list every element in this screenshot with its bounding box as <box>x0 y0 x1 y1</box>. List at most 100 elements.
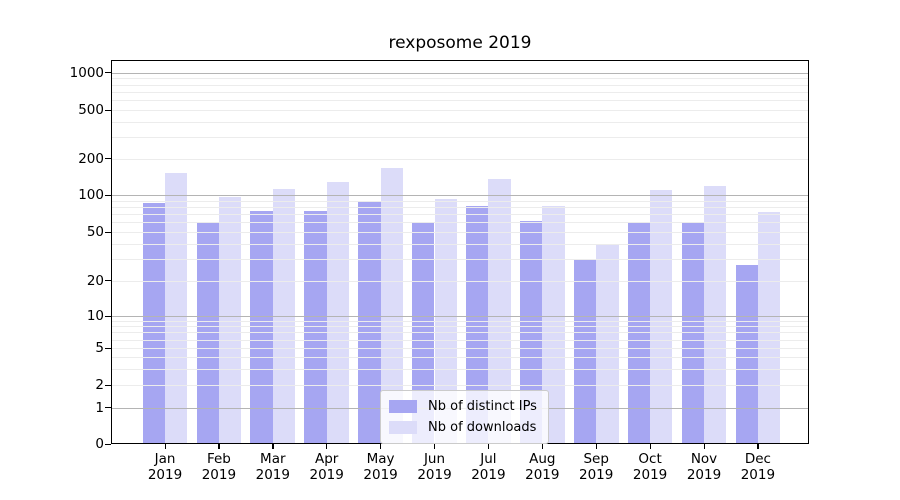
gridline-minor <box>112 78 808 80</box>
x-tick-mark <box>434 444 436 449</box>
x-tick-label: Jun 2019 <box>403 451 467 483</box>
y-tick-mark <box>105 347 111 349</box>
gridline-minor <box>112 232 808 233</box>
gridline-minor <box>112 259 808 261</box>
gridline-minor <box>112 348 808 349</box>
x-tick-month: Feb <box>206 451 231 467</box>
y-tick-label: 100 <box>78 187 104 204</box>
x-tick-label: Apr 2019 <box>295 451 359 483</box>
y-tick-label: 5 <box>95 340 104 356</box>
x-tick-mark <box>541 444 544 449</box>
legend-label-distinct-ips: Nb of distinct IPs <box>428 398 537 414</box>
x-tick-month: May <box>366 451 395 467</box>
x-tick-year: 2019 <box>309 466 344 483</box>
y-tick-mark <box>105 315 111 317</box>
x-tick-label: Mar 2019 <box>241 451 305 483</box>
bar-aug-downloads <box>542 205 565 444</box>
y-tick-label: 2 <box>95 377 104 393</box>
x-tick-mark <box>218 444 220 449</box>
x-tick-year: 2019 <box>740 466 776 483</box>
bar-may-distinct-ips <box>358 200 381 444</box>
gridline-minor <box>112 243 808 245</box>
gridline-minor <box>112 357 808 358</box>
gridline-minor <box>112 214 808 216</box>
x-tick-month: Dec <box>744 451 771 467</box>
x-tick-year: 2019 <box>255 466 290 483</box>
gridline-minor <box>112 339 808 341</box>
x-tick-month: Jun <box>423 451 446 467</box>
y-tick-mark <box>105 443 111 445</box>
y-tick-mark <box>105 194 111 197</box>
gridline-minor <box>112 207 808 209</box>
x-tick-month: Aug <box>529 451 556 467</box>
y-tick-mark <box>105 109 111 111</box>
x-tick-mark <box>272 444 274 449</box>
gridline-minor <box>112 280 808 282</box>
y-tick-label: 200 <box>78 150 104 167</box>
y-tick-label: 1 <box>95 399 104 416</box>
bar-feb-downloads <box>218 197 242 444</box>
x-tick-mark <box>595 444 597 449</box>
bar-nov-downloads <box>704 185 727 444</box>
y-tick-label: 20 <box>86 272 104 289</box>
bar-may-downloads <box>380 167 403 444</box>
gridline-minor <box>112 158 808 160</box>
gridline-minor <box>112 332 808 334</box>
x-tick-year: 2019 <box>686 466 722 483</box>
x-tick-month: Oct <box>638 451 662 467</box>
x-tick-year: 2019 <box>579 466 614 483</box>
gridline-minor <box>112 100 808 102</box>
x-tick-label: Aug 2019 <box>510 451 574 483</box>
gridline-major <box>112 72 808 74</box>
x-tick-mark <box>164 444 166 449</box>
x-tick-year: 2019 <box>632 466 668 483</box>
x-tick-label: May 2019 <box>349 451 413 483</box>
y-tick-label: 500 <box>78 102 104 118</box>
x-tick-mark <box>326 444 328 449</box>
x-tick-label: Oct 2019 <box>618 451 682 483</box>
gridline-minor <box>112 91 808 93</box>
x-tick-month: Nov <box>690 451 718 467</box>
x-tick-label: Dec 2019 <box>726 451 790 483</box>
gridline-major <box>112 195 808 197</box>
legend-item-distinct-ips: Nb of distinct IPs <box>389 396 537 416</box>
y-tick-mark <box>105 158 111 160</box>
x-tick-label: Jul 2019 <box>456 451 520 483</box>
x-tick-month: Mar <box>260 451 286 467</box>
x-tick-year: 2019 <box>363 466 398 483</box>
gridline-minor <box>112 326 808 328</box>
x-tick-month: Apr <box>315 451 339 467</box>
legend-item-downloads: Nb of downloads <box>389 417 537 437</box>
gridline-minor <box>112 137 808 139</box>
bar-sep-downloads <box>596 245 619 444</box>
x-tick-year: 2019 <box>525 466 560 483</box>
legend-label-downloads: Nb of downloads <box>428 419 537 435</box>
bar-apr-downloads <box>326 181 350 444</box>
y-tick-label: 10 <box>86 308 104 324</box>
legend: Nb of distinct IPs Nb of downloads <box>380 390 549 444</box>
y-tick-label: 0 <box>95 436 104 452</box>
gridline-minor <box>112 200 808 202</box>
y-tick-label: 1000 <box>69 64 104 81</box>
y-tick-mark <box>105 384 111 386</box>
x-tick-label: Sep 2019 <box>564 451 628 483</box>
plot-area <box>111 60 809 444</box>
bar-dec-distinct-ips <box>735 264 758 444</box>
x-tick-mark <box>649 444 651 449</box>
x-tick-label: Nov 2019 <box>672 451 736 483</box>
y-tick-mark <box>105 72 111 74</box>
legend-swatch-downloads <box>389 420 417 434</box>
gridline-minor <box>112 368 808 370</box>
x-tick-label: Feb 2019 <box>187 451 251 483</box>
bar-jan-distinct-ips <box>142 203 165 444</box>
bar-oct-downloads <box>650 190 673 444</box>
bar-sep-distinct-ips <box>573 259 597 444</box>
x-tick-month: Jul <box>480 451 497 467</box>
x-tick-month: Jan <box>154 451 176 467</box>
x-tick-mark <box>703 444 705 449</box>
legend-swatch-distinct-ips <box>389 399 417 413</box>
bar-jul-downloads <box>488 178 511 444</box>
bar-jan-downloads <box>165 173 188 444</box>
